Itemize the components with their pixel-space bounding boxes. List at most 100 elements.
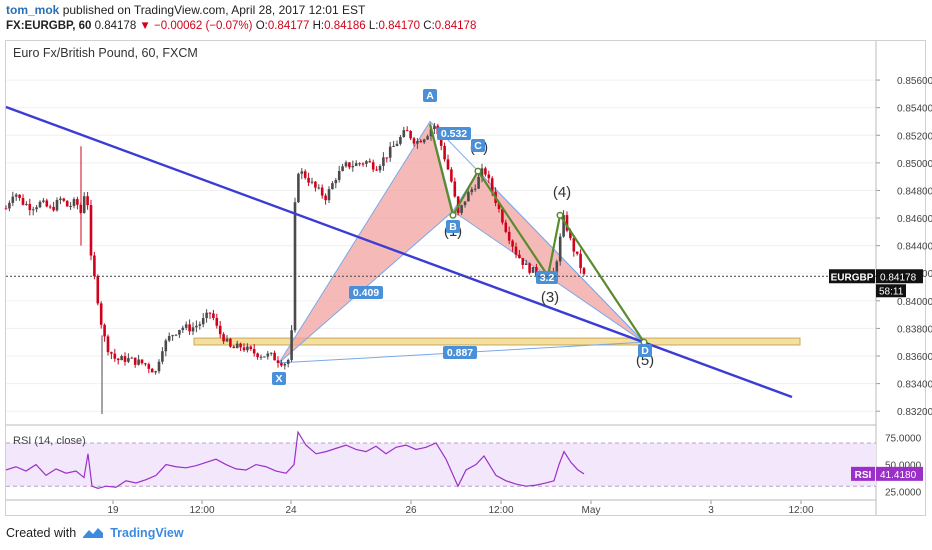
candle-body [409,130,412,139]
footer: Created with TradingView [6,526,184,540]
candle-body [161,351,164,362]
y-tick-label: 0.84000 [897,297,932,308]
current-price-tag: 0.84178 [880,272,917,283]
countdown-tag-bg [876,284,906,298]
candle-body [518,254,521,259]
candle-body [93,255,96,277]
candle-body [25,203,28,205]
x-tick-label: 12:00 [788,505,813,516]
down-triangle-icon: ▼ [139,20,151,32]
candle-body [385,157,389,159]
rsi-band [6,442,876,487]
x-tick-label: 12:00 [189,505,214,516]
candle-body [263,356,266,358]
rsi-tick-label: 50.0000 [885,461,922,472]
candle-body [99,303,103,325]
trend-line [5,105,793,399]
candle-body [524,263,528,265]
author-name[interactable]: tom_mok [6,3,60,17]
candle-body [52,206,55,211]
pattern-point-label: 0.887 [447,347,473,359]
tradingview-brand[interactable]: TradingView [110,526,184,540]
pattern-label-bg [638,344,652,357]
candle-body [446,159,450,170]
candle-body [324,195,327,201]
ohlc-header: FX:EURGBP, 60 0.84178 ▼ −0.00062 (−0.07%… [6,20,476,32]
candle-body [473,188,477,190]
wave-point [474,167,482,175]
candle-body [361,163,365,165]
candle-body [215,318,219,326]
created-with-text: Created with [6,526,77,540]
candle-body [137,359,140,365]
candle-body [535,267,538,276]
candle-body [48,206,52,208]
candle-body [229,338,232,347]
candle-body [283,363,287,366]
candle-body [579,253,582,269]
x-tick-label: 24 [285,505,297,516]
pattern-point-label: 0.532 [441,128,467,140]
candle-body [433,125,436,130]
candle-body [181,327,185,330]
countdown-label: 58:11 [879,286,904,297]
candle-body [344,162,348,167]
candle-body [402,130,406,137]
y-tick-label: 0.84400 [897,242,932,253]
candle-body [256,353,259,358]
candle-body [443,145,446,160]
candle-body [286,359,290,364]
candle-body [572,238,576,252]
pattern-point-label: X [275,373,282,385]
symbol-tag: EURGBP [831,272,874,283]
candle-body [144,363,147,365]
pattern-xab-triangle [278,120,454,364]
candle-body [280,362,283,366]
candle-body [341,166,344,172]
candle-body [297,173,300,203]
candle-body [127,358,130,362]
rsi-title: RSI (14, close) [13,435,86,447]
candle-body [273,352,276,361]
candle-body [399,136,402,144]
candle-body [331,183,334,190]
tradingview-logo-icon [83,528,104,538]
chart-title: Euro Fx/British Pound, 60, FXCM [13,46,198,60]
candle-body [562,215,565,237]
pattern-label-bg [437,127,471,140]
candle-body [371,162,375,170]
candle-body [375,169,378,171]
last-price: 0.84178 [94,20,137,32]
candle-body [351,165,355,168]
candle-body [28,203,32,211]
pattern-point-label: C [474,140,482,152]
publish-info: tom_mok published on TradingView.com, Ap… [6,3,365,17]
candle-body [140,359,144,364]
candle-body [412,138,416,144]
wave-point [449,211,457,219]
candle-body [582,268,586,274]
pattern-label-bg [272,372,286,385]
published-text: published on TradingView.com, April 28, … [62,3,366,17]
candle-body [252,349,256,354]
candle-body [460,205,463,213]
chart-frame[interactable] [5,40,926,516]
candle-body [531,267,535,273]
candle-body [521,258,525,265]
candle-body [157,361,161,372]
pattern-label-bg [443,346,477,359]
candle-body [76,199,79,205]
wave-label: (4) [553,184,571,201]
candle-body [222,334,225,342]
pattern-ad-line [429,121,645,343]
y-tick-label: 0.84800 [897,186,932,197]
x-tick-label: 26 [405,505,417,516]
symbol-label: FX:EURGBP, 60 [6,20,92,32]
low-label: L: [368,20,379,32]
candle-body [354,163,358,166]
candle-body [82,196,86,213]
candle-body [246,346,249,351]
candle-body [575,251,579,254]
pattern-label-bg [536,271,558,284]
